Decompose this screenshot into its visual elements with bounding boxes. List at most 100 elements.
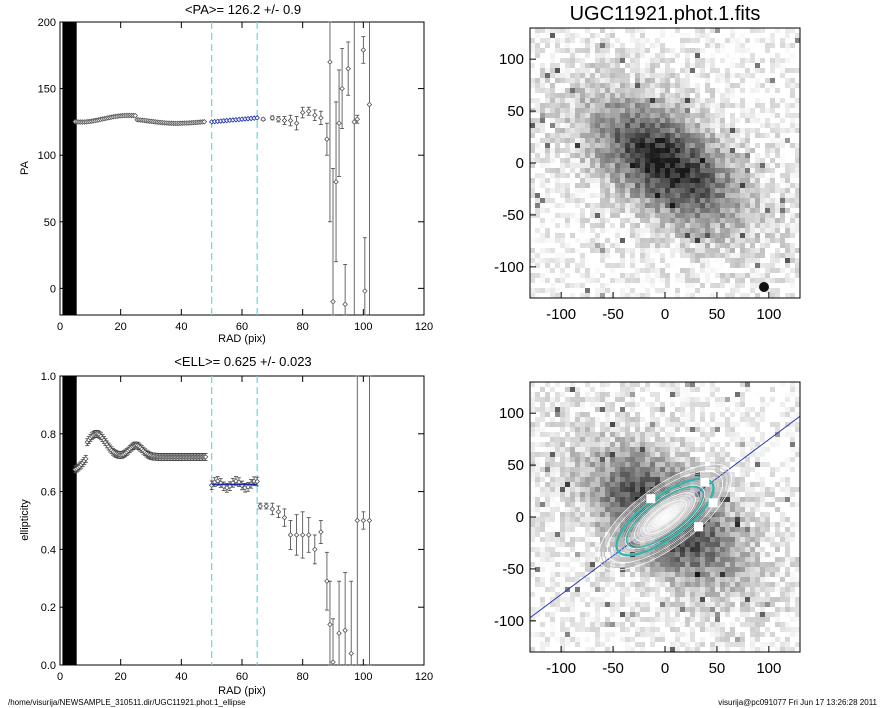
- pixel: [610, 517, 616, 523]
- pixel: [770, 153, 776, 159]
- pixel: [535, 417, 541, 423]
- pixel: [700, 223, 706, 229]
- pixel: [615, 642, 621, 648]
- pixel: [610, 472, 616, 478]
- pixel: [695, 133, 701, 139]
- pixel: [795, 153, 801, 159]
- pixel: [565, 447, 571, 453]
- pixel: [555, 98, 561, 104]
- pixel: [540, 73, 546, 79]
- pixel: [615, 98, 621, 104]
- pixel: [655, 78, 661, 84]
- pixel: [770, 223, 776, 229]
- pixel: [600, 417, 606, 423]
- pixel: [635, 487, 641, 493]
- pixel: [780, 88, 786, 94]
- pixel: [700, 48, 706, 54]
- pixel: [660, 198, 666, 204]
- pixel: [635, 602, 641, 608]
- pixel: [660, 208, 666, 214]
- pixel: [570, 198, 576, 204]
- pixel: [655, 268, 661, 274]
- pixel: [605, 572, 611, 578]
- pixel: [530, 407, 536, 413]
- pixel: [795, 48, 801, 54]
- pixel: [745, 88, 751, 94]
- pixel: [645, 123, 651, 129]
- pixel: [555, 173, 561, 179]
- pixel: [610, 243, 616, 249]
- pixel: [595, 597, 601, 603]
- pixel: [640, 477, 646, 483]
- pixel: [585, 63, 591, 69]
- pixel: [630, 632, 636, 638]
- pixel: [660, 148, 666, 154]
- pixel: [655, 238, 661, 244]
- pixel: [595, 78, 601, 84]
- pixel: [610, 258, 616, 264]
- pixel: [635, 133, 641, 139]
- pixel: [530, 497, 536, 503]
- pixel: [600, 572, 606, 578]
- pixel: [625, 507, 631, 513]
- pixel: [680, 58, 686, 64]
- pixel: [645, 397, 651, 403]
- pixel: [740, 133, 746, 139]
- pixel: [750, 38, 756, 44]
- pixel: [575, 198, 581, 204]
- pixel: [705, 83, 711, 89]
- pixel: [615, 597, 621, 603]
- pixel: [570, 492, 576, 498]
- pixel: [745, 168, 751, 174]
- pixel: [650, 103, 656, 109]
- pixel: [570, 118, 576, 124]
- pixel: [580, 243, 586, 249]
- pixel: [785, 193, 791, 199]
- pixel: [745, 83, 751, 89]
- pixel: [685, 268, 691, 274]
- pixel: [630, 462, 636, 468]
- pixel: [550, 497, 556, 503]
- pixel: [790, 68, 796, 74]
- pixel: [630, 472, 636, 478]
- pixel: [630, 93, 636, 99]
- pixel: [685, 108, 691, 114]
- pixel: [730, 208, 736, 214]
- pixel: [605, 417, 611, 423]
- pixel: [590, 233, 596, 239]
- pixel: [620, 148, 626, 154]
- pixel: [635, 422, 641, 428]
- pixel: [735, 178, 741, 184]
- pixel: [695, 253, 701, 259]
- pixel: [545, 512, 551, 518]
- pixel: [635, 437, 641, 443]
- pixel: [585, 78, 591, 84]
- pixel: [615, 627, 621, 633]
- pixel: [560, 83, 566, 89]
- pixel: [595, 587, 601, 593]
- pixel: [660, 93, 666, 99]
- pixel: [550, 213, 556, 219]
- pixel: [535, 268, 541, 274]
- pixel: [555, 567, 561, 573]
- pixel: [630, 203, 636, 209]
- pixel: [530, 542, 536, 548]
- pixel: [740, 178, 746, 184]
- pixel: [585, 268, 591, 274]
- pixel: [600, 268, 606, 274]
- pixel: [560, 617, 566, 623]
- pixel: [765, 203, 771, 209]
- pixel: [550, 133, 556, 139]
- pixel: [685, 143, 691, 149]
- pixel: [550, 263, 556, 269]
- pixel: [630, 497, 636, 503]
- pixel: [780, 243, 786, 249]
- pixel: [720, 223, 726, 229]
- pixel: [725, 253, 731, 259]
- pixel: [735, 148, 741, 154]
- pixel: [620, 642, 626, 648]
- pixel: [575, 98, 581, 104]
- pixel: [760, 173, 766, 179]
- pixel: [655, 173, 661, 179]
- pixel: [755, 63, 761, 69]
